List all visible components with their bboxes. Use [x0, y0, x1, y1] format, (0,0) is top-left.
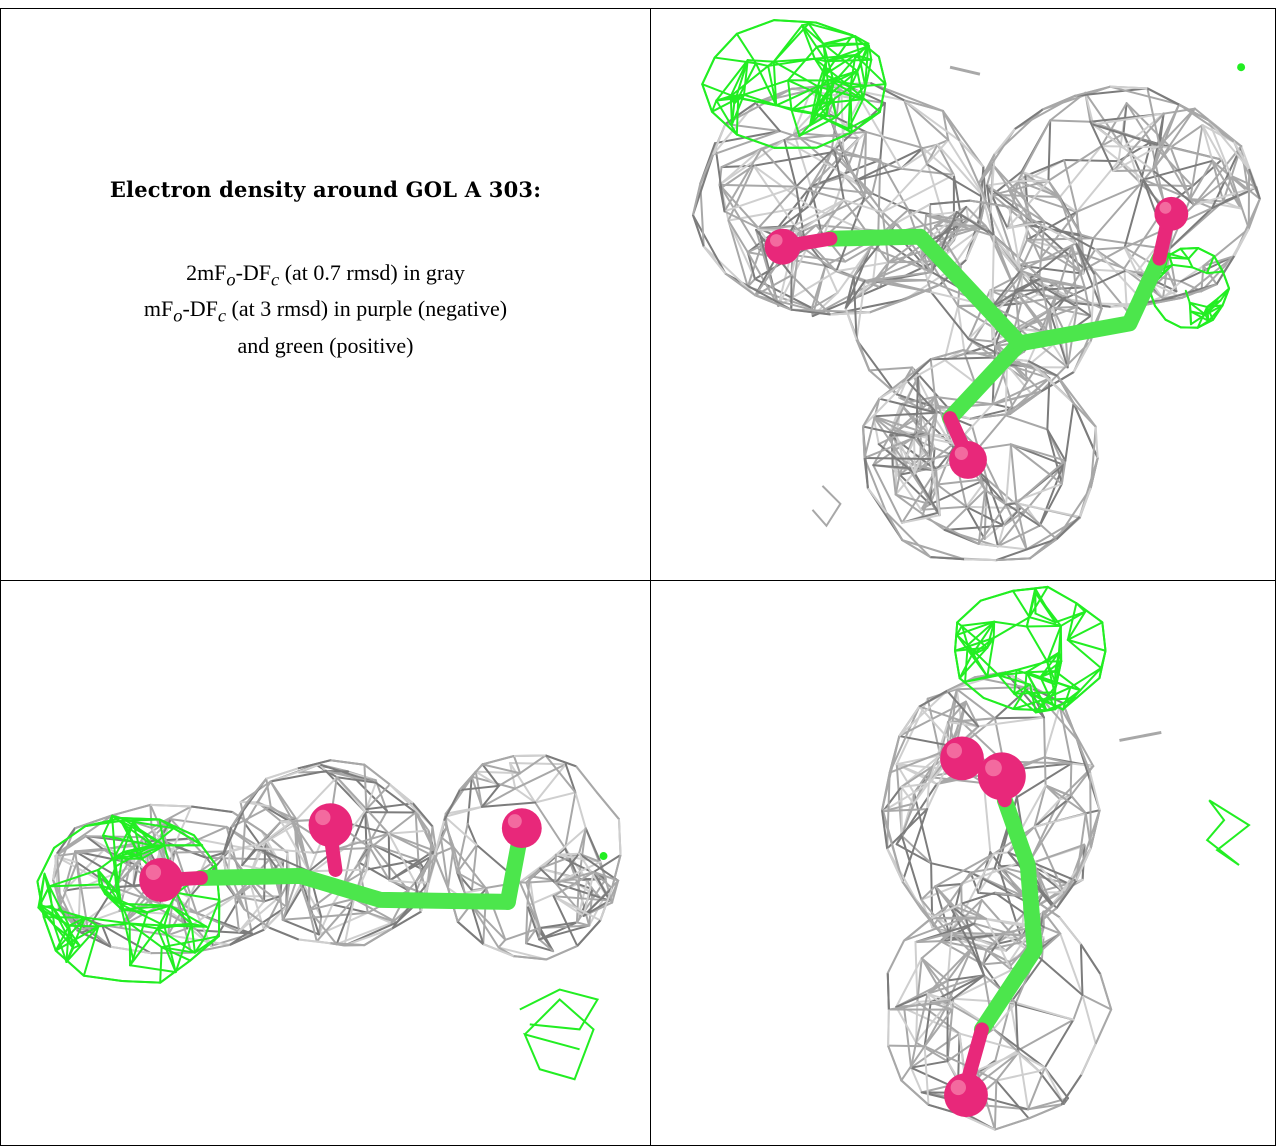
oxygen-atom-1	[764, 228, 801, 265]
positive-density-top	[954, 585, 1107, 714]
oxygen-atom-back	[940, 736, 984, 781]
oxygen-bond-2	[961, 1022, 989, 1087]
density-figure: Electron density around GOL A 303: 2mFo-…	[0, 8, 1276, 1146]
oxygen-atom-2	[308, 803, 353, 848]
density-render-top	[881, 585, 1251, 1131]
oxygen-atom-3	[949, 441, 987, 479]
carbon-bond-chain	[973, 792, 1043, 1038]
positive-density-fragment	[519, 988, 600, 1031]
figure-heading: Electron density around GOL A 303:	[109, 177, 542, 202]
panel-top-view	[650, 580, 1276, 1146]
oxygen-atom-2	[1154, 196, 1189, 231]
mesh-upper-lobe	[881, 671, 1101, 952]
caption-cell: Electron density around GOL A 303: 2mFo-…	[0, 8, 650, 580]
positive-density-left	[36, 814, 221, 984]
panel-side-view	[0, 580, 650, 1146]
legend-line-2fofc: 2mFo-DFc (at 0.7 rmsd) in gray	[186, 260, 465, 290]
mesh-fragment	[1119, 730, 1162, 742]
green-dot	[599, 852, 608, 861]
legend-line-fofc: mFo-DFc (at 3 rmsd) in purple (negative)	[143, 296, 508, 326]
map-legend: 2mFo-DFc (at 0.7 rmsd) in gray mFo-DFc (…	[144, 258, 507, 361]
positive-density-fragment	[1205, 799, 1251, 866]
positive-density-top	[701, 19, 887, 149]
carbon-bond-chain	[192, 867, 516, 910]
mesh-fragment	[949, 65, 981, 76]
legend-line-positive: and green (positive)	[237, 332, 414, 358]
oxygen-atom-1	[977, 752, 1026, 801]
positive-density-fragment	[523, 998, 595, 1081]
mesh-right-lobe	[978, 85, 1261, 312]
carbon-bond-branch	[1011, 250, 1168, 352]
oxygen-atom-3	[501, 808, 542, 849]
mesh-fragment	[811, 485, 842, 528]
green-dot	[1237, 63, 1246, 72]
mesh-right-lobe	[433, 754, 622, 961]
density-render-side	[36, 754, 622, 1081]
oxygen-atom-1	[139, 858, 184, 902]
carbon-bond-branch	[499, 830, 528, 910]
panel-front-view	[650, 8, 1276, 580]
carbon-bond-chain	[822, 228, 1028, 427]
oxygen-atom-2	[944, 1073, 988, 1118]
density-render-front	[691, 19, 1261, 562]
